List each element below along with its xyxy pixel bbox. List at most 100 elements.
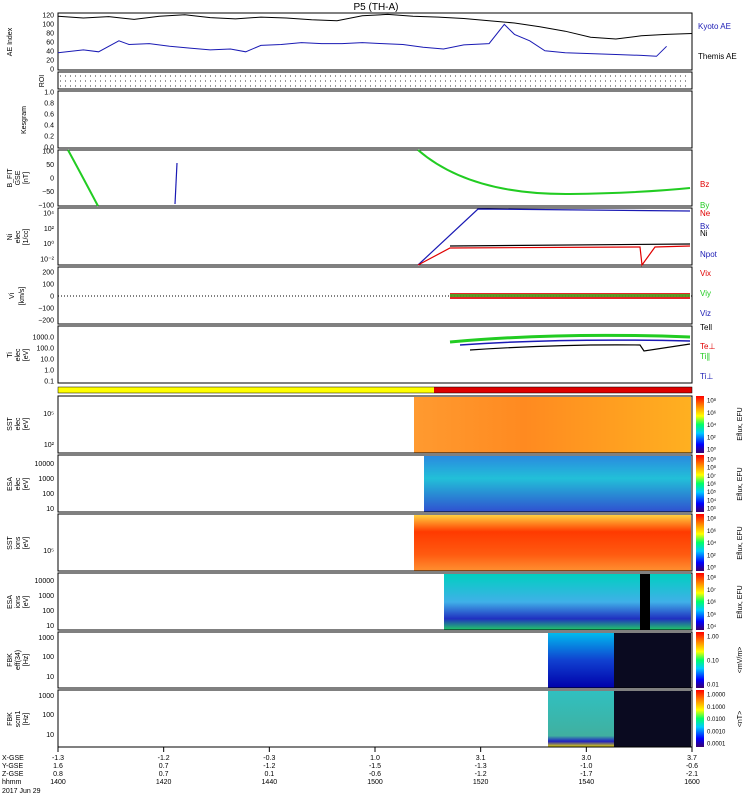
ae-ytick: 100 [42,22,54,29]
bfit-yticks: 100 50 0 −50 −100 [38,149,54,210]
legend-npot: Npot [700,250,718,259]
sst-ions-spectrum [414,515,691,571]
kyoto-ae-line [57,13,693,40]
esa-ions-ytick-4: 10 [46,623,54,630]
ti-yticks: 1000.0 100.0 10.0 1.0 0.1 [33,335,55,386]
esa-elec-spectrum [424,456,691,512]
fbk-e-dark [614,633,691,688]
x-tick-x: 3.1 [476,755,486,762]
sst-elec-ylabel-3: [eV] [23,418,30,431]
ni-npot-line [417,208,691,266]
colorbar-fbk-b-tick: 0.1000 [707,705,726,711]
colorbar-fbk-e-tick: 1.00 [707,635,719,641]
vi-panel: Vi [km/s] 200 100 0 −100 −200 Vix Viy Viz [9,266,711,325]
x-tick-x: 1.0 [370,755,380,762]
sst-elec-panel: SST elec [eV] 10⁵ 10² [7,395,693,454]
x-tick-y: 1.6 [53,763,63,770]
roi-panel: ROI [39,71,693,90]
bfit-ylabel-2: GSE [15,170,22,185]
esa-ions-ytick-2: 1000 [38,593,54,600]
keogram-ylabel: Kesgram [21,106,28,134]
colorbar-sst-ions-tick: 10⁴ [707,540,717,547]
x-tick-z: -1.7 [580,771,592,778]
esa-ions-ylabel-3: [eV] [23,596,30,609]
colorbar-esa-ions-tick: 10⁸ [707,575,717,582]
vi-ytick: 100 [42,282,54,289]
themis-ae-line [57,23,667,57]
bfit-ylabel-3: [nT] [23,172,30,184]
colorbar-esa-elec-tick: 10⁵ [707,489,717,496]
ae-panel: AE Index 120 100 80 60 40 20 0 Kyoto AE Themis… [7,12,737,74]
x-axis: X-GSE Y-GSE Z-GSE hhmm 2017 Jun 29 -1.31… [2,747,700,795]
ti-blue-curve [459,339,691,346]
ti-ylabel-1: Ti [7,352,14,358]
ae-ytick: 20 [46,58,54,65]
ni-ne-line [417,245,691,267]
keogram-panel: Kesgram 1.0 0.8 0.6 0.4 0.2 0.0 [21,90,693,152]
sst-elec-spectrum [414,397,691,453]
fbk-b-panel: FBK scm1 [Hz] 1000 100 10 [7,689,693,748]
esa-ions-ylabel-2: ions [15,595,22,608]
keogram-ytick: 1.0 [44,90,54,97]
colorbar-sst-ions-ticks: 10⁸ 10⁶ 10⁴ 10² 10⁰ [707,516,717,572]
vi-ytick: 200 [42,270,54,277]
x-tick-t: 1500 [367,779,383,786]
x-tick-x: -1.2 [158,755,170,762]
colorbar-esa-ions-label: Eflux, EFU [737,585,744,618]
keogram-ytick: 0.6 [44,112,54,119]
x-tick-t: 1400 [50,779,66,786]
colorbar-fbk-b-tick: 0.0100 [707,717,726,723]
fbk-b-dark [614,691,691,747]
x-tick-y: -1.5 [369,763,381,770]
ti-black-curve [469,343,691,352]
esa-ions-spectrum [444,574,691,630]
sst-elec-ylabel-1: SST [7,416,14,430]
colorbar-sst-ions-tick: 10⁶ [707,528,717,535]
ti-ytick: 10.0 [40,357,54,364]
colorbar-sst-ions-label: Eflux, EFU [737,526,744,559]
bfit-ytick: 50 [46,162,54,169]
fbk-b-ylabel-1: FBK [7,712,14,726]
mode-bar [57,386,693,394]
vi-ylabel-1: Vi [9,293,16,300]
colorbar-sst-ions-tick: 10⁸ [707,516,717,523]
esa-elec-ylabel-2: elec [15,477,22,490]
colorbar-fbk-e-tick: 0.10 [707,659,719,665]
ae-ytick: 120 [42,13,54,20]
x-tick-z: 0.1 [264,771,274,778]
legend-kyoto-ae: Kyoto AE [698,22,731,31]
colorbar-sst-elec-label: Eflux, EFU [737,407,744,440]
keogram-yticks: 1.0 0.8 0.6 0.4 0.2 0.0 [44,90,54,152]
keogram-ytick: 0.4 [44,123,54,130]
x-tick-z: -2.1 [686,771,698,778]
colorbar-sst-elec-tick: 10⁸ [707,398,717,405]
x-tick-y: -1.0 [580,763,592,770]
legend-bx: Bx [700,222,709,231]
sst-ions-panel: SST ions [eV] 10⁵ [7,513,693,572]
esa-elec-ytick-4: 10 [46,506,54,513]
x-tick-y: 0.7 [159,763,169,770]
vi-ytick: 0 [50,294,54,301]
x-tick-y: -0.6 [686,763,698,770]
x-tick-z: -1.2 [475,771,487,778]
esa-elec-ytick-2: 1000 [38,476,54,483]
legend-viy: Viy [700,289,711,298]
legend-vix: Vix [700,269,711,278]
ni-ylabel-1: Ni [7,233,14,240]
bfit-ytick: 0 [50,176,54,183]
x-tick-x: -1.3 [52,755,64,762]
legend-bz: Bz [700,180,709,189]
x-tick-t: 1420 [156,779,172,786]
vi-yticks: 200 100 0 −100 −200 [38,270,54,325]
ni-yticks: 10⁴ 10² 10⁰ 10⁻² [40,211,54,264]
esa-elec-panel: ESA elec [eV] 10000 1000 100 10 [7,454,693,513]
ae-ytick: 80 [46,31,54,38]
ti-ytick: 0.1 [44,379,54,386]
ti-ylabel-2: elec [15,348,22,361]
roi-label: ROI [39,75,46,88]
legend-ne: Ne [700,209,711,218]
esa-ions-ytick-3: 100 [42,608,54,615]
colorbar-esa-elec-tick: 10⁷ [707,473,716,480]
ni-ytick: 10⁰ [43,240,54,248]
vi-ytick: −200 [38,318,54,325]
